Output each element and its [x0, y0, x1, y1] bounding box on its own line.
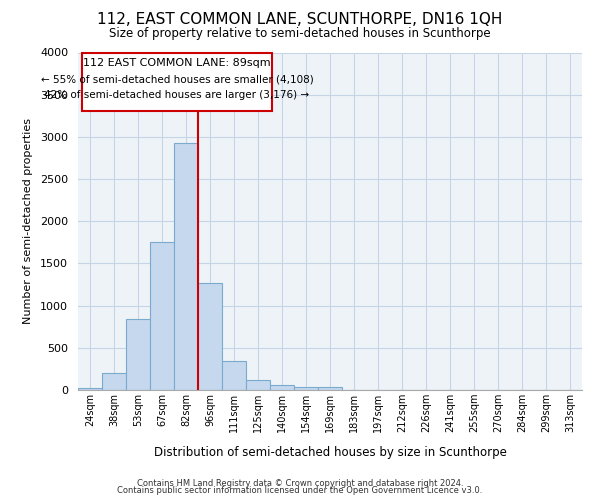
Bar: [246, 380, 270, 390]
Bar: [78, 388, 102, 390]
Text: Contains public sector information licensed under the Open Government Licence v3: Contains public sector information licen…: [118, 486, 482, 495]
Bar: [318, 388, 342, 390]
FancyBboxPatch shape: [82, 52, 272, 110]
Bar: [198, 283, 222, 390]
Text: 42% of semi-detached houses are larger (3,176) →: 42% of semi-detached houses are larger (…: [44, 90, 310, 100]
Text: 112, EAST COMMON LANE, SCUNTHORPE, DN16 1QH: 112, EAST COMMON LANE, SCUNTHORPE, DN16 …: [97, 12, 503, 28]
Text: 112 EAST COMMON LANE: 89sqm: 112 EAST COMMON LANE: 89sqm: [83, 58, 271, 68]
Text: ← 55% of semi-detached houses are smaller (4,108): ← 55% of semi-detached houses are smalle…: [41, 74, 313, 85]
Bar: [270, 385, 294, 390]
Text: Size of property relative to semi-detached houses in Scunthorpe: Size of property relative to semi-detach…: [109, 28, 491, 40]
Bar: [150, 242, 174, 390]
Bar: [174, 143, 198, 390]
Text: Contains HM Land Registry data © Crown copyright and database right 2024.: Contains HM Land Registry data © Crown c…: [137, 478, 463, 488]
X-axis label: Distribution of semi-detached houses by size in Scunthorpe: Distribution of semi-detached houses by …: [154, 446, 506, 459]
Bar: [102, 373, 126, 390]
Bar: [222, 362, 246, 390]
Y-axis label: Number of semi-detached properties: Number of semi-detached properties: [23, 118, 33, 324]
Bar: [294, 386, 318, 390]
Bar: [126, 319, 150, 390]
